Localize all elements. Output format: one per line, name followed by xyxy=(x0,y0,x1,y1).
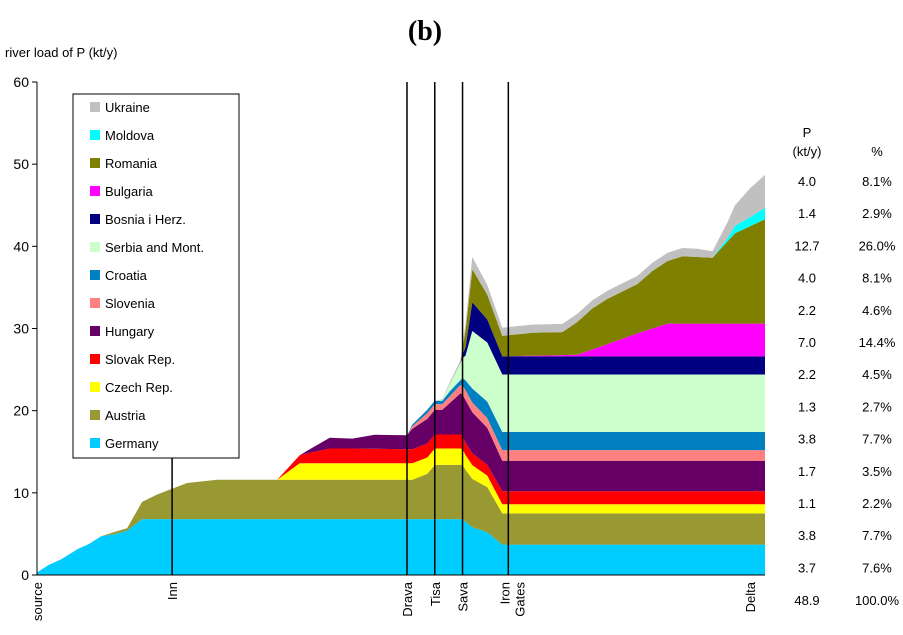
table-value-p: 3.8 xyxy=(798,432,816,447)
table-value-pct: 14.4% xyxy=(859,335,896,350)
table-value-p: 1.1 xyxy=(798,496,816,511)
legend-label: Hungary xyxy=(105,324,155,339)
area-serbia-and-mont- xyxy=(37,331,765,573)
table-value-p: 12.7 xyxy=(794,238,819,253)
x-label-iron: Iron xyxy=(498,582,513,604)
table-value-pct: 2.9% xyxy=(862,206,892,221)
legend-label: Croatia xyxy=(105,268,148,283)
table-value-p: 3.7 xyxy=(798,560,816,575)
y-tick-label: 10 xyxy=(13,485,29,501)
table-value-pct: 4.5% xyxy=(862,367,892,382)
x-label-gates: Gates xyxy=(513,582,528,617)
table-value-pct: 7.7% xyxy=(862,432,892,447)
table-value-p: 4.0 xyxy=(798,174,816,189)
table-value-pct: 8.1% xyxy=(862,271,892,286)
y-tick-label: 20 xyxy=(13,403,29,419)
legend-swatch xyxy=(90,130,100,140)
legend-swatch xyxy=(90,186,100,196)
legend-swatch xyxy=(90,214,100,224)
x-label-inn: Inn xyxy=(165,582,180,600)
legend-label: Romania xyxy=(105,156,158,171)
legend-swatch xyxy=(90,326,100,336)
legend-swatch xyxy=(90,158,100,168)
legend-swatch xyxy=(90,270,100,280)
panel-label: (b) xyxy=(408,16,442,47)
table-header-pct: % xyxy=(871,144,883,159)
y-axis-label: river load of P (kt/y) xyxy=(5,45,117,60)
table-value-pct: 7.6% xyxy=(862,560,892,575)
y-tick-label: 40 xyxy=(13,238,29,254)
y-axis: 0 10 20 30 40 50 60 xyxy=(13,74,765,583)
table-value-p: 1.4 xyxy=(798,206,816,221)
legend-box xyxy=(72,93,240,459)
legend: Ukraine Moldova Romania Bulgaria Bosnia i He… xyxy=(72,93,240,459)
y-tick-label: 0 xyxy=(21,567,29,583)
legend-swatch xyxy=(90,242,100,252)
table-value-p: 7.0 xyxy=(798,335,816,350)
legend-swatch xyxy=(90,298,100,308)
x-label-delta: Delta xyxy=(743,581,758,612)
legend-label: Ukraine xyxy=(105,100,150,115)
table-value-pct: 7.7% xyxy=(862,528,892,543)
x-label-source: source xyxy=(30,582,45,621)
area-czech-rep- xyxy=(37,448,765,573)
table-value-pct: 2.7% xyxy=(862,399,892,414)
legend-label: Serbia and Mont. xyxy=(105,240,204,255)
x-label-tisa: Tisa xyxy=(428,581,443,606)
value-table: P (kt/y) % 48.9 100.0% 4.0 8.1% 1.4 2.9% 12.… xyxy=(793,125,900,608)
area-slovak-rep- xyxy=(37,434,765,573)
table-value-p: 1.3 xyxy=(798,399,816,414)
table-total-p: 48.9 xyxy=(794,593,819,608)
area-bosnia-i-herz- xyxy=(37,302,765,573)
legend-label: Austria xyxy=(105,408,146,423)
legend-label: Bosnia i Herz. xyxy=(105,212,186,227)
table-total-pct: 100.0% xyxy=(855,593,900,608)
table-value-pct: 8.1% xyxy=(862,174,892,189)
table-header-unit: (kt/y) xyxy=(793,144,822,159)
areas-layer xyxy=(37,174,765,575)
area-germany xyxy=(37,519,765,575)
y-tick-label: 30 xyxy=(13,321,29,337)
x-label-drava: Drava xyxy=(400,581,415,616)
legend-label: Slovak Rep. xyxy=(105,352,175,367)
legend-label: Bulgaria xyxy=(105,184,153,199)
legend-swatch xyxy=(90,410,100,420)
legend-swatch xyxy=(90,382,100,392)
x-label-sava: Sava xyxy=(456,581,471,611)
legend-label: Moldova xyxy=(105,128,155,143)
legend-swatch xyxy=(90,438,100,448)
legend-swatch xyxy=(90,102,100,112)
table-value-p: 2.2 xyxy=(798,303,816,318)
table-value-p: 4.0 xyxy=(798,271,816,286)
area-bulgaria xyxy=(37,302,765,573)
table-value-pct: 2.2% xyxy=(862,496,892,511)
legend-label: Germany xyxy=(105,436,159,451)
table-value-p: 3.8 xyxy=(798,528,816,543)
table-value-pct: 4.6% xyxy=(862,303,892,318)
x-axis-labels: source Inn Drava Tisa Sava Iron Gates Delta xyxy=(30,581,758,621)
table-header-p: P xyxy=(803,125,812,140)
area-austria xyxy=(37,464,765,573)
marker-lines xyxy=(171,82,510,575)
legend-label: Slovenia xyxy=(105,296,156,311)
table-value-pct: 26.0% xyxy=(859,238,896,253)
y-tick-label: 60 xyxy=(13,74,29,90)
legend-label: Czech Rep. xyxy=(105,380,173,395)
table-value-p: 1.7 xyxy=(798,464,816,479)
table-value-pct: 3.5% xyxy=(862,464,892,479)
area-hungary xyxy=(37,393,765,573)
y-tick-label: 50 xyxy=(13,156,29,172)
legend-swatch xyxy=(90,354,100,364)
table-value-p: 2.2 xyxy=(798,367,816,382)
